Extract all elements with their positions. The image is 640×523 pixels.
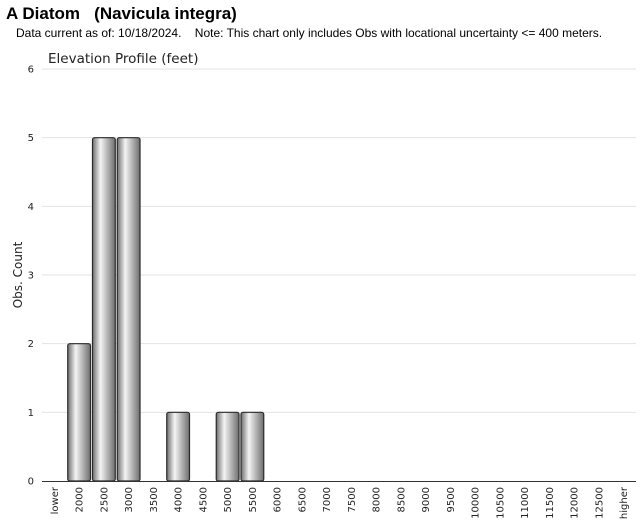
y-tick-labels: 0 1 2 3 4 5 6: [28, 65, 34, 488]
x-tick-label: 8000: [372, 487, 383, 512]
x-tick-label: 2000: [75, 487, 86, 512]
x-tick-label: 9000: [421, 487, 432, 512]
x-tick-label: 6500: [297, 487, 308, 512]
x-tick-label: 11000: [520, 487, 531, 519]
x-tick-label: 11500: [545, 487, 556, 519]
page-title: A Diatom (Navicula integra): [6, 4, 237, 23]
x-tick-label: 8500: [396, 487, 407, 512]
bar-2000: [67, 343, 92, 482]
bar-2500: [91, 137, 116, 482]
x-tick-label: 5500: [248, 487, 259, 512]
x-tick-label: 3000: [124, 487, 135, 512]
y-tick-label: 4: [28, 202, 34, 213]
x-tick-label: 6000: [273, 487, 284, 512]
x-tick-label: lower: [50, 486, 61, 514]
y-axis-label: Obs. Count: [11, 241, 25, 308]
bar-4000: [166, 411, 191, 482]
y-tick-label: 6: [28, 65, 34, 76]
x-tick-label: higher: [619, 486, 630, 519]
grid-lines: [42, 68, 636, 413]
x-tick-label: 9500: [446, 487, 457, 512]
bar-5000: [215, 411, 240, 482]
x-tick-label: 4500: [198, 487, 209, 512]
x-tick-label: 3500: [149, 487, 160, 512]
x-tick-label: 10000: [471, 487, 482, 519]
x-tick-labels: lower 2000 2500 3000 3500 4000 4500 5000 5500 600…: [50, 486, 630, 519]
x-tick-label: 10500: [495, 487, 506, 519]
y-tick-label: 0: [28, 477, 34, 488]
bar-3000: [116, 137, 141, 482]
x-tick-label: 4000: [174, 487, 185, 512]
bar-5500: [240, 411, 265, 482]
x-tick-label: 2500: [99, 487, 110, 512]
y-tick-label: 5: [28, 133, 34, 144]
x-tick-label: 12000: [570, 487, 581, 519]
data-note: Data current as of: 10/18/2024. Note: Th…: [16, 26, 603, 40]
x-tick-label: 7000: [322, 487, 333, 512]
bars: [67, 137, 265, 482]
x-tick-label: 7500: [347, 487, 358, 512]
y-tick-label: 3: [28, 271, 34, 282]
y-tick-label: 1: [28, 408, 34, 419]
chart-title: Elevation Profile (feet): [48, 51, 198, 67]
x-tick-label: 12500: [594, 487, 605, 519]
y-tick-label: 2: [28, 339, 34, 350]
x-tick-label: 5000: [223, 487, 234, 512]
